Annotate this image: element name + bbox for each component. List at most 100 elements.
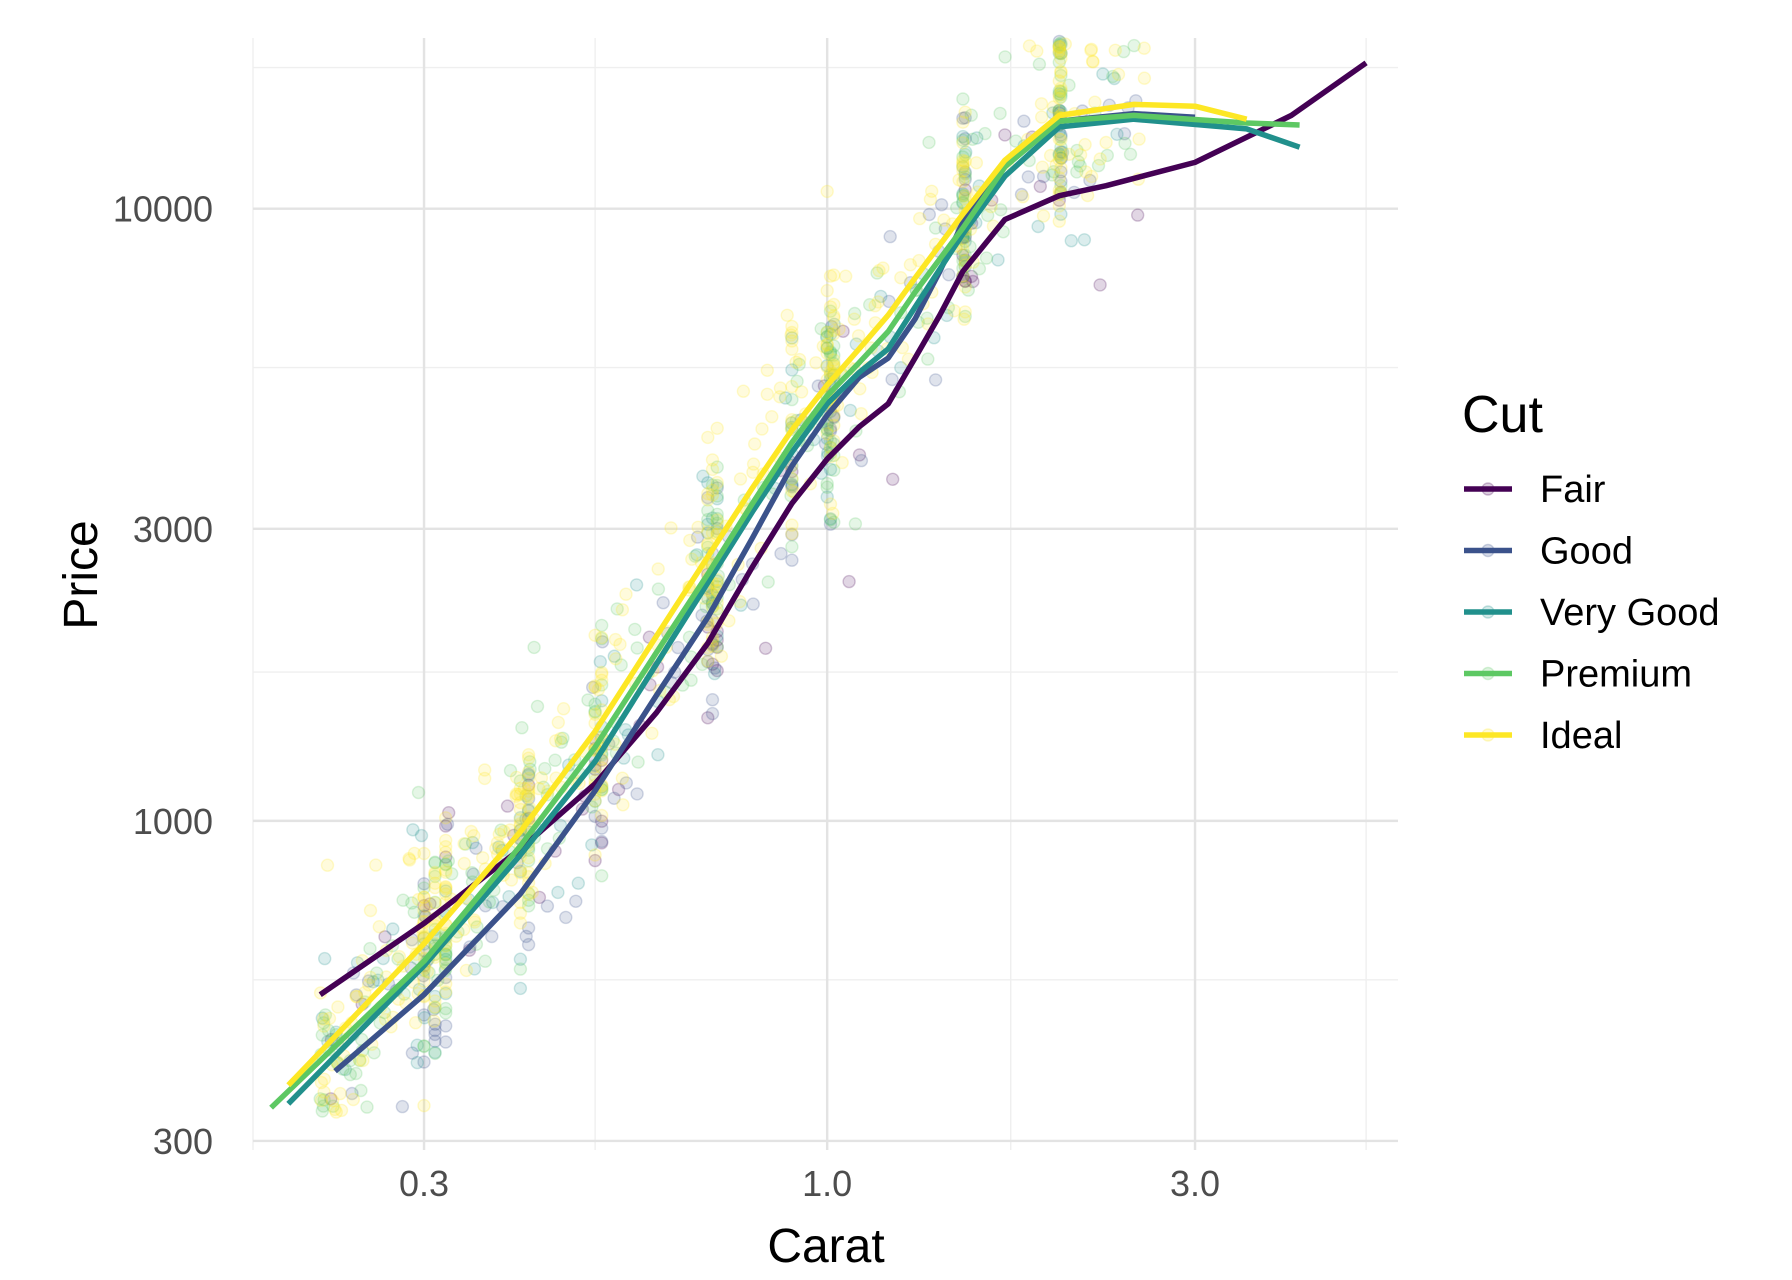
scatter-point-premium [422, 965, 436, 980]
scatter-point-premium [316, 1099, 331, 1113]
scatter-point-premium [614, 658, 628, 672]
scatter-point-premium [1052, 55, 1067, 69]
scatter-point-premium [370, 966, 384, 980]
scatter-point-fair [417, 899, 431, 913]
scatter-point-premium [523, 755, 537, 769]
scatter-point-ideal [789, 355, 803, 369]
scatter-point-premium [417, 1039, 431, 1054]
scatter-point-good [428, 1023, 442, 1038]
scatter-point-ideal [956, 243, 970, 257]
scatter-point-ideal [1052, 214, 1067, 228]
scatter-point-ideal [956, 175, 970, 189]
scatter-point-ideal [417, 1098, 431, 1113]
scatter-point-ideal [958, 189, 972, 203]
scatter-point-good [671, 640, 685, 655]
scatter-point-ideal [439, 845, 453, 859]
scatter-point-premium [595, 618, 609, 633]
scatter-point-very-good [701, 591, 715, 605]
scatter-point-premium [848, 517, 863, 531]
scatter-point-fair [958, 183, 972, 197]
scatter-point-premium [979, 251, 994, 265]
scatter-point-good [942, 268, 956, 282]
scatter-point-ideal [467, 913, 481, 927]
scatter-point-good [708, 661, 722, 675]
scatter-point-ideal [532, 781, 546, 796]
scatter-point-premium [1091, 158, 1106, 173]
scatter-point-ideal [958, 105, 972, 119]
scatter-point-ideal [1054, 132, 1068, 147]
scatter-point-ideal [1052, 40, 1067, 54]
scatter-point-premium [428, 856, 442, 870]
scatter-point-ideal [820, 184, 834, 199]
scatter-point-ideal [513, 906, 528, 920]
scatter-point-premium [631, 755, 645, 769]
scatter-point-fair [705, 657, 720, 671]
scatter-point-very-good [553, 818, 568, 833]
scatter-point-premium [1118, 136, 1132, 151]
scatter-point-ideal [417, 904, 431, 918]
scatter-point-good [439, 1019, 453, 1033]
scatter-point-ideal [439, 865, 453, 879]
scatter-point-ideal [1085, 54, 1100, 68]
scatter-point-good [705, 693, 720, 707]
scatter-point-ideal [439, 840, 453, 854]
scatter-point-good [1054, 145, 1068, 159]
scatter-point-ideal [439, 887, 453, 901]
scatter-point-ideal [705, 526, 720, 540]
scatter-point-ideal [428, 867, 442, 881]
scatter-point-premium [710, 478, 724, 493]
scatter-point-ideal [1052, 74, 1067, 88]
scatter-point-fair [423, 897, 437, 911]
scatter-point-ideal [513, 863, 528, 877]
scatter-point-ideal [402, 851, 416, 866]
scatter-point-ideal [823, 497, 838, 511]
scatter-point-premium [1045, 168, 1059, 182]
scatter-point-ideal [489, 841, 503, 856]
scatter-point-ideal [701, 430, 715, 445]
scatter-point-ideal [331, 1000, 345, 1014]
scatter-point-fair [964, 269, 979, 284]
scatter-point-very-good [439, 986, 453, 1001]
scatter-point-premium [958, 167, 972, 181]
legend-label: Very Good [1540, 592, 1720, 634]
scatter-point-premium [956, 189, 970, 203]
scatter-point-very-good [785, 331, 799, 345]
scatter-point-ideal [417, 890, 431, 904]
scatter-point-premium [581, 693, 595, 707]
scatter-point-ideal [1054, 65, 1068, 80]
scatter-point-ideal [773, 390, 787, 404]
scatter-point-good [823, 517, 838, 531]
scatter-point-very-good [1052, 46, 1067, 60]
scatter-point-ideal [521, 787, 536, 802]
scatter-point-ideal [969, 156, 984, 170]
scatter-point-premium [595, 631, 609, 646]
scatter-point-very-good [1110, 127, 1124, 142]
scatter-point-premium [527, 640, 541, 655]
scatter-point-premium [630, 641, 644, 655]
scatter-point-good [774, 546, 788, 561]
scatter-point-good [823, 422, 838, 436]
scatter-point-ideal [417, 846, 431, 861]
scatter-point-ideal [509, 787, 523, 801]
scatter-point-ideal [947, 304, 961, 318]
scatter-point-ideal [785, 319, 799, 334]
scatter-point-premium [367, 1046, 381, 1060]
scatter-point-ideal [595, 667, 609, 681]
legend-items: Fair Good Very Good Premium Ideal [1464, 469, 1720, 757]
scatter-point-premium [827, 356, 841, 371]
scatter-point-premium [317, 1093, 331, 1107]
scatter-point-premium [318, 1008, 333, 1022]
scatter-point-very-good [607, 649, 621, 663]
scatter-point-ideal [356, 1053, 370, 1068]
scatter-point-good [785, 553, 799, 567]
legend-item-fair: Fair [1464, 469, 1606, 511]
scatter-point-good [1054, 174, 1068, 188]
scatter-point-premium [513, 774, 528, 788]
scatter-point-ideal [1054, 51, 1068, 66]
scatter-point-ideal [1052, 41, 1067, 55]
scatter-point-ideal [1086, 55, 1100, 69]
scatter-point-premium [820, 480, 834, 494]
scatter-point-premium [1032, 57, 1047, 71]
scatter-point-ideal [521, 784, 536, 798]
scatter-point-premium [710, 511, 724, 526]
